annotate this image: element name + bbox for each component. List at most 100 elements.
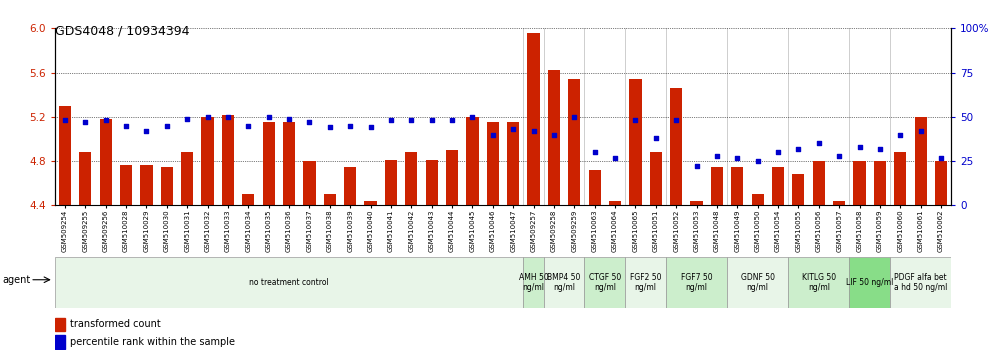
Point [403,118,419,123]
Bar [788,257,850,308]
Text: GDS4048 / 10934394: GDS4048 / 10934394 [55,25,189,38]
Point [608,155,623,160]
Bar [649,152,662,205]
Bar [548,70,560,205]
Bar [625,257,666,308]
Point [444,118,460,123]
Bar [446,150,458,205]
Bar [568,79,581,205]
Point [832,153,848,159]
Bar [324,194,336,205]
Point [587,149,603,155]
Point [281,116,297,121]
Point [343,123,359,129]
Bar [589,170,601,205]
Point [627,118,643,123]
Point [912,128,928,134]
Bar [711,167,723,205]
Bar [585,257,625,308]
Text: FGF2 50
ng/ml: FGF2 50 ng/ml [629,273,661,292]
Bar [425,160,438,205]
Point [261,114,277,120]
Point [750,158,766,164]
Text: transformed count: transformed count [71,319,161,329]
Text: agent: agent [2,275,30,285]
Point [567,114,583,120]
Bar [935,161,947,205]
Bar [890,257,951,308]
Bar [384,160,397,205]
Point [179,116,195,121]
Point [668,118,684,123]
Text: no treatment control: no treatment control [249,278,329,287]
Bar [629,79,641,205]
Bar [487,122,499,205]
Bar [670,88,682,205]
Text: LIF 50 ng/ml: LIF 50 ng/ml [846,278,893,287]
Bar [365,201,376,205]
Bar [772,167,784,205]
Bar [914,117,926,205]
Bar [854,161,866,205]
Bar [140,166,152,205]
Point [159,123,175,129]
Bar [59,106,71,205]
Bar [100,119,112,205]
Point [78,119,94,125]
Bar [120,166,132,205]
Bar [813,161,825,205]
Bar [405,152,417,205]
Text: percentile rank within the sample: percentile rank within the sample [71,337,235,347]
Point [485,132,501,137]
Bar [850,257,890,308]
Bar [873,161,886,205]
Point [647,135,663,141]
Bar [544,257,585,308]
Bar [792,175,805,205]
Point [770,149,786,155]
Point [933,155,949,160]
Bar [222,115,234,205]
Bar [609,201,622,205]
Point [546,132,562,137]
Bar [242,194,254,205]
Point [98,118,114,123]
Bar [666,257,727,308]
Point [729,155,745,160]
Bar [523,257,544,308]
Bar [344,167,357,205]
Point [811,141,827,146]
Bar [263,122,275,205]
Bar [80,152,92,205]
Point [464,114,480,120]
Point [892,132,908,137]
Bar [690,201,702,205]
Point [423,118,439,123]
Bar [507,122,519,205]
Bar [752,194,764,205]
Point [322,125,338,130]
Bar [55,257,523,308]
Bar [727,257,788,308]
Bar [833,201,846,205]
Point [199,114,215,120]
Point [383,118,399,123]
Point [791,146,807,152]
Text: FGF7 50
ng/ml: FGF7 50 ng/ml [680,273,712,292]
Point [505,126,521,132]
Point [119,123,134,129]
Point [526,128,542,134]
Text: AMH 50
ng/ml: AMH 50 ng/ml [519,273,549,292]
Text: GDNF 50
ng/ml: GDNF 50 ng/ml [741,273,775,292]
Point [220,114,236,120]
Bar [528,33,540,205]
Bar [160,167,173,205]
Bar [731,167,743,205]
Bar [283,122,295,205]
Bar [55,335,65,349]
Point [138,128,154,134]
Point [872,146,887,152]
Bar [55,318,65,331]
Point [709,153,725,159]
Bar [181,152,193,205]
